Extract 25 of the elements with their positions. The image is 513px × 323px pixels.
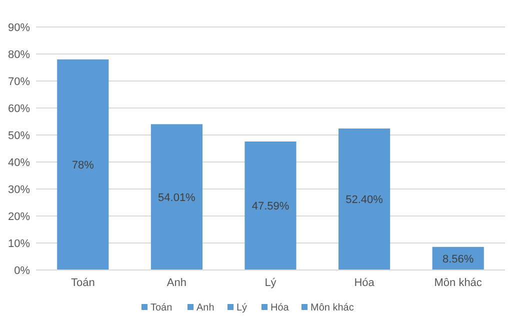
x-tick-label: Hóa bbox=[354, 277, 376, 289]
y-tick-label: 60% bbox=[8, 102, 30, 115]
data-label: 78% bbox=[72, 160, 94, 172]
y-tick-label: 20% bbox=[8, 210, 30, 223]
y-tick-label: 40% bbox=[8, 156, 30, 169]
x-tick-label: Lý bbox=[264, 277, 277, 289]
legend-label: Toán bbox=[150, 302, 172, 314]
y-tick-label: 70% bbox=[8, 76, 30, 88]
y-tick-label: 10% bbox=[8, 238, 30, 250]
legend-label: Hóa bbox=[270, 302, 290, 314]
legend-label: Anh bbox=[196, 302, 214, 314]
y-tick-label: 50% bbox=[8, 130, 30, 142]
y-tick-label: 0% bbox=[14, 264, 30, 277]
y-tick-label: 80% bbox=[8, 48, 30, 61]
data-label: 52.40% bbox=[346, 194, 384, 206]
legend-label: Lý bbox=[236, 302, 248, 314]
x-tick-label: Anh bbox=[166, 277, 186, 289]
x-tick-label: Toán bbox=[70, 277, 95, 289]
data-label: 8.56% bbox=[442, 253, 474, 266]
data-label: 54.01% bbox=[158, 192, 196, 204]
legend-label: Môn khác bbox=[310, 302, 354, 314]
y-tick-label: 90% bbox=[8, 22, 30, 34]
x-tick-label: Môn khác bbox=[434, 277, 482, 289]
y-tick-label: 30% bbox=[8, 184, 30, 196]
data-label: 47.59% bbox=[252, 200, 290, 213]
